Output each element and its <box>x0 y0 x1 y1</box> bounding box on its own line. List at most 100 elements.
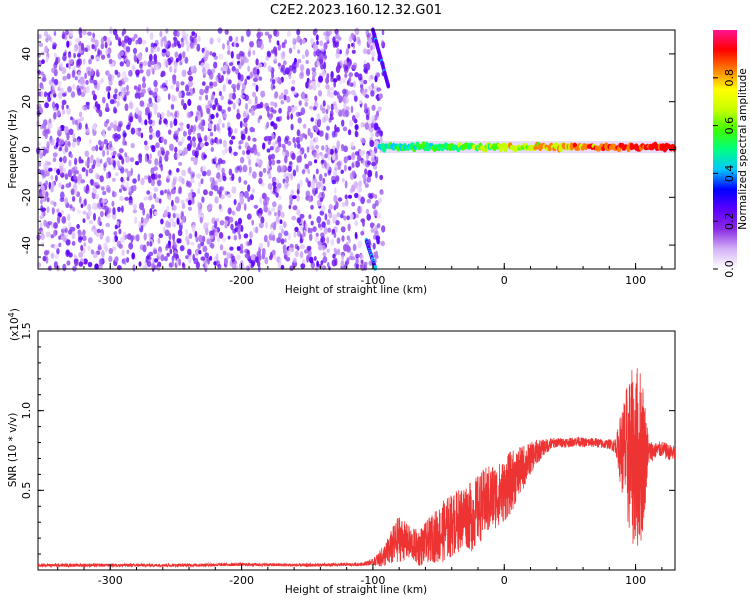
noise-cell <box>247 65 251 72</box>
noise-cell <box>206 169 212 177</box>
noise-cell <box>276 237 282 244</box>
noise-cell <box>143 217 149 224</box>
noise-cell <box>81 167 86 173</box>
noise-cell <box>352 80 356 88</box>
noise-cell <box>308 256 314 264</box>
noise-cell <box>217 37 221 43</box>
noise-cell <box>340 144 345 152</box>
noise-cell <box>292 136 296 144</box>
noise-cell <box>286 95 291 103</box>
noise-cell <box>307 169 311 174</box>
noise-cell <box>196 43 201 52</box>
noise-cell <box>226 252 231 259</box>
noise-cell <box>195 115 198 123</box>
noise-cell <box>149 241 153 247</box>
noise-cell <box>148 119 153 125</box>
noise-cell <box>220 74 224 82</box>
noise-cell <box>361 139 366 144</box>
noise-cell <box>57 86 61 92</box>
noise-cell <box>381 41 386 49</box>
noise-cell <box>291 79 296 85</box>
noise-cell <box>369 139 375 148</box>
noise-cell <box>360 121 364 128</box>
noise-cell <box>112 177 116 182</box>
noise-cell <box>273 253 277 260</box>
noise-cell <box>59 62 64 69</box>
noise-cell <box>42 197 46 202</box>
noise-cell <box>131 65 136 71</box>
noise-cell <box>314 124 319 133</box>
noise-cell <box>119 92 125 99</box>
noise-cell <box>350 105 354 114</box>
noise-cell <box>381 225 386 233</box>
noise-cell <box>321 221 326 228</box>
noise-cell <box>296 209 301 216</box>
noise-cell <box>156 95 161 103</box>
noise-cell <box>78 236 83 241</box>
noise-cell <box>374 114 378 121</box>
noise-cell <box>377 106 382 112</box>
noise-cell <box>208 123 213 130</box>
noise-cell <box>315 144 319 150</box>
noise-cell <box>332 78 338 83</box>
noise-cell <box>330 103 334 111</box>
noise-cell <box>124 152 128 158</box>
noise-cell <box>294 142 297 148</box>
noise-cell <box>323 226 328 235</box>
noise-cell <box>169 112 174 117</box>
noise-cell <box>39 169 45 176</box>
noise-cell <box>204 141 209 147</box>
noise-cell <box>92 202 97 210</box>
snr-ylabel: SNR (10 * v/v) <box>7 413 19 488</box>
noise-cell <box>53 244 59 250</box>
noise-cell <box>360 231 365 236</box>
noise-cell <box>106 150 110 156</box>
noise-cell <box>126 90 130 96</box>
noise-cell <box>336 48 340 55</box>
noise-cell <box>226 40 230 47</box>
noise-cell <box>160 218 164 225</box>
noise-cell <box>189 139 193 148</box>
noise-cell <box>112 150 117 156</box>
noise-cell <box>162 87 168 92</box>
noise-cell <box>258 222 264 229</box>
noise-cell <box>205 85 210 91</box>
noise-cell <box>116 125 122 132</box>
noise-cell <box>227 235 231 240</box>
noise-cell <box>192 253 195 261</box>
noise-cell <box>56 208 60 214</box>
noise-cell <box>282 151 286 157</box>
noise-cell <box>343 95 347 104</box>
colorbar-label: Normalized spectral amplitude <box>737 68 749 229</box>
noise-cell <box>204 252 209 259</box>
noise-cell <box>359 206 363 214</box>
noise-cell <box>82 58 86 65</box>
noise-cell <box>110 146 115 152</box>
noise-cell <box>100 210 104 218</box>
noise-cell <box>239 249 244 254</box>
noise-cell <box>317 118 322 126</box>
noise-cell <box>240 133 246 141</box>
noise-cell <box>45 164 49 171</box>
noise-cell <box>340 226 346 233</box>
noise-cell <box>292 44 296 50</box>
noise-cell <box>313 151 317 158</box>
noise-cell <box>198 207 202 216</box>
noise-cell <box>71 232 76 240</box>
noise-cell <box>322 116 327 123</box>
noise-cell <box>215 217 220 223</box>
noise-cell <box>105 235 111 244</box>
noise-cell <box>374 160 378 165</box>
noise-cell <box>284 39 287 45</box>
noise-cell <box>323 160 327 169</box>
noise-cell <box>160 112 165 119</box>
noise-cell <box>78 251 83 258</box>
noise-cell <box>278 78 282 85</box>
noise-cell <box>98 109 103 117</box>
noise-cell <box>167 221 171 228</box>
noise-cell <box>266 148 271 153</box>
noise-cell <box>363 48 368 55</box>
noise-cell <box>361 90 366 96</box>
noise-cell <box>57 138 63 147</box>
